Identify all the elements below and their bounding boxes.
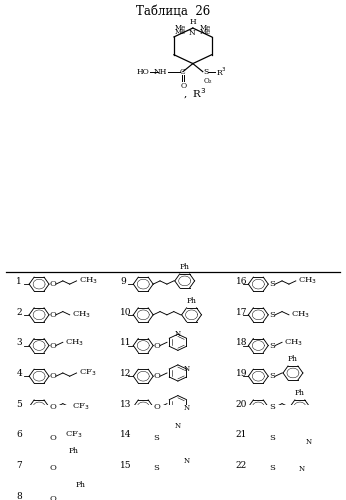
Text: CH$_3$: CH$_3$ (65, 337, 84, 347)
Text: S: S (269, 311, 275, 319)
Text: S: S (269, 372, 275, 380)
Text: N: N (306, 438, 311, 446)
Text: 4: 4 (16, 369, 22, 378)
Text: N: N (299, 465, 304, 473)
Text: ,  R$^3$: , R$^3$ (183, 86, 207, 101)
Text: Me: Me (175, 24, 186, 32)
Text: Таблица  26: Таблица 26 (136, 4, 210, 18)
Text: S: S (269, 280, 275, 288)
Text: CH$_3$: CH$_3$ (72, 310, 91, 320)
Text: 7: 7 (16, 461, 22, 470)
Text: O: O (153, 342, 160, 349)
Text: C: C (180, 68, 186, 76)
Text: 13: 13 (120, 400, 132, 408)
Text: 8: 8 (16, 492, 22, 500)
Text: CH$_3$: CH$_3$ (291, 310, 310, 320)
Text: O₂: O₂ (204, 78, 212, 86)
Text: CH$_3$: CH$_3$ (298, 276, 317, 286)
Text: R$^3$: R$^3$ (216, 66, 227, 78)
Text: CF$_3$: CF$_3$ (65, 429, 82, 440)
Text: 12: 12 (120, 369, 132, 378)
Text: 16: 16 (236, 277, 247, 286)
Text: O: O (49, 464, 56, 472)
Text: Ph: Ph (180, 263, 190, 271)
Text: CH$_3$: CH$_3$ (284, 337, 303, 347)
Text: S: S (269, 403, 275, 411)
Text: 9: 9 (120, 277, 126, 286)
Text: S: S (154, 464, 160, 472)
Text: Me: Me (200, 28, 211, 36)
Text: CF$_3$: CF$_3$ (79, 368, 96, 378)
Text: Ph: Ph (288, 355, 298, 363)
Text: 18: 18 (236, 338, 247, 347)
Text: Me: Me (200, 24, 211, 32)
Text: O: O (153, 372, 160, 380)
Text: 10: 10 (120, 308, 132, 316)
Text: 5: 5 (16, 400, 22, 408)
Text: 20: 20 (236, 400, 247, 408)
Text: Ph: Ph (295, 389, 305, 397)
Text: 19: 19 (236, 369, 247, 378)
Text: N: N (183, 457, 190, 465)
Text: CF$_3$: CF$_3$ (72, 402, 89, 412)
Text: HO: HO (136, 68, 149, 76)
Text: N: N (175, 422, 181, 430)
Text: CH$_3$: CH$_3$ (79, 276, 98, 286)
Text: O: O (49, 372, 56, 380)
Text: N: N (175, 330, 181, 338)
Text: O: O (153, 403, 160, 411)
Text: 2: 2 (16, 308, 22, 316)
Text: NH: NH (154, 68, 167, 76)
Text: O: O (49, 403, 56, 411)
Text: N: N (183, 365, 190, 373)
Text: S: S (269, 342, 275, 349)
Text: 3: 3 (16, 338, 22, 347)
Text: Ph: Ph (76, 481, 85, 489)
Text: N: N (183, 404, 190, 411)
Text: S: S (269, 434, 275, 442)
Text: 15: 15 (120, 461, 132, 470)
Text: S: S (269, 464, 275, 472)
Text: Ph: Ph (69, 447, 79, 455)
Text: Ph: Ph (186, 296, 197, 304)
Text: O: O (49, 434, 56, 442)
Text: 22: 22 (236, 461, 247, 470)
Text: O: O (180, 82, 186, 90)
Text: H: H (190, 18, 196, 26)
Text: O: O (49, 495, 56, 500)
Text: 14: 14 (120, 430, 132, 440)
Text: N: N (189, 29, 195, 37)
Text: 1: 1 (16, 277, 22, 286)
Text: O: O (49, 342, 56, 349)
Text: Me: Me (175, 28, 186, 36)
Text: 21: 21 (236, 430, 247, 440)
Text: S: S (154, 434, 160, 442)
Text: 11: 11 (120, 338, 132, 347)
Text: O: O (49, 311, 56, 319)
Text: S: S (204, 68, 209, 76)
Text: 17: 17 (236, 308, 247, 316)
Text: 6: 6 (16, 430, 22, 440)
Text: O: O (49, 280, 56, 288)
